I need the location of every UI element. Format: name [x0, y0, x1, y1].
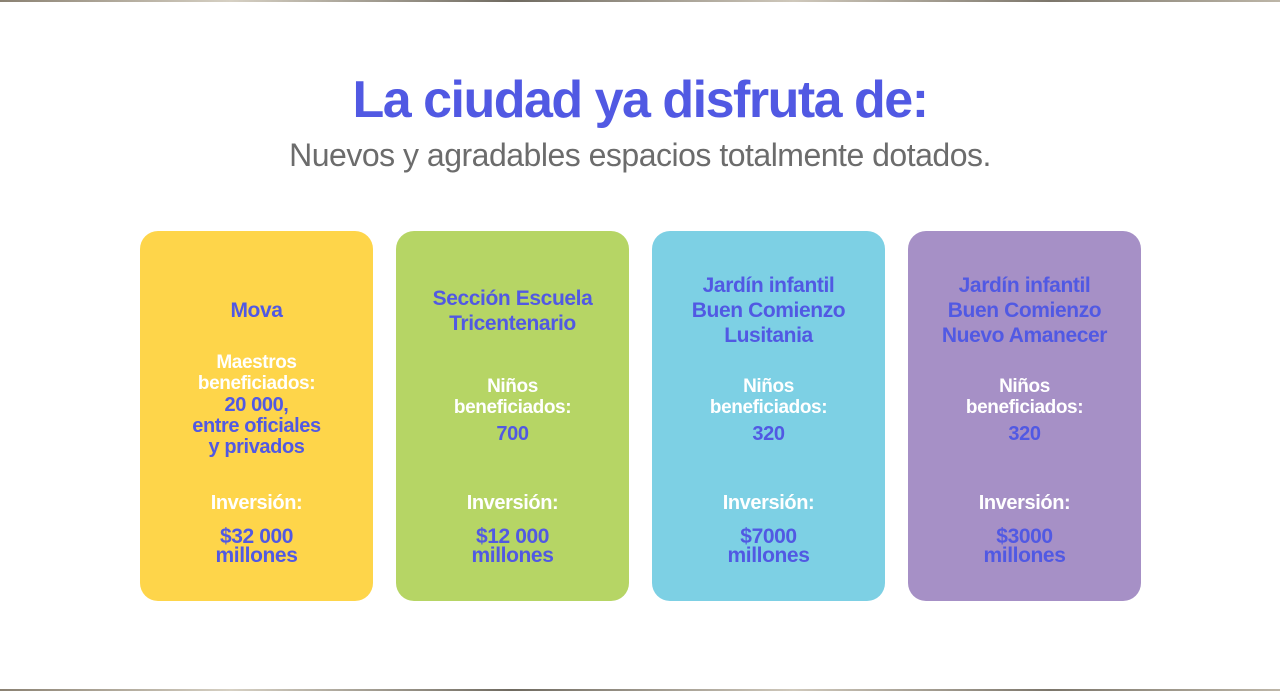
investment-value: $3000 millones — [983, 525, 1066, 567]
card-jardin-nuevo-amanecer: Jardín infantil Buen Comienzo Nuevo Aman… — [908, 231, 1141, 601]
investment-value: $12 000 millones — [471, 525, 554, 567]
top-edge-strip — [0, 0, 1280, 2]
page-title: La ciudad ya disfruta de: — [352, 71, 929, 129]
investment-value: $7000 millones — [727, 525, 810, 567]
card-mova: Mova Maestros beneficiados: 20 000, entr… — [140, 231, 373, 601]
card-title: Jardín infantil Buen Comienzo Nuevo Aman… — [941, 274, 1108, 347]
investment-label: Inversión: — [466, 492, 559, 514]
investment-value: $32 000 millones — [215, 525, 298, 567]
beneficiaries-value: 700 — [496, 423, 529, 445]
beneficiaries-value: 20 000, entre oficiales y privados — [192, 394, 321, 458]
beneficiaries-value: 320 — [1008, 423, 1041, 445]
beneficiaries-label: Maestros beneficiados: — [197, 352, 316, 394]
beneficiaries-label: Niños beneficiados: — [965, 376, 1084, 418]
card-title: Sección Escuela Tricentenario — [432, 287, 593, 335]
card-title: Mova — [230, 299, 283, 322]
beneficiaries-label: Niños beneficiados: — [709, 376, 828, 418]
investment-label: Inversión: — [978, 492, 1071, 514]
investment-label: Inversión: — [210, 492, 303, 514]
beneficiaries-label: Niños beneficiados: — [453, 376, 572, 418]
bottom-edge-strip — [0, 689, 1280, 691]
card-seccion-escuela-tricentenario: Sección Escuela Tricentenario Niños bene… — [396, 231, 629, 601]
page-subtitle: Nuevos y agradables espacios totalmente … — [289, 137, 991, 173]
investment-label: Inversión: — [722, 492, 815, 514]
card-jardin-lusitania: Jardín infantil Buen Comienzo Lusitania … — [652, 231, 885, 601]
beneficiaries-value: 320 — [752, 423, 785, 445]
card-title: Jardín infantil Buen Comienzo Lusitania — [691, 274, 846, 347]
